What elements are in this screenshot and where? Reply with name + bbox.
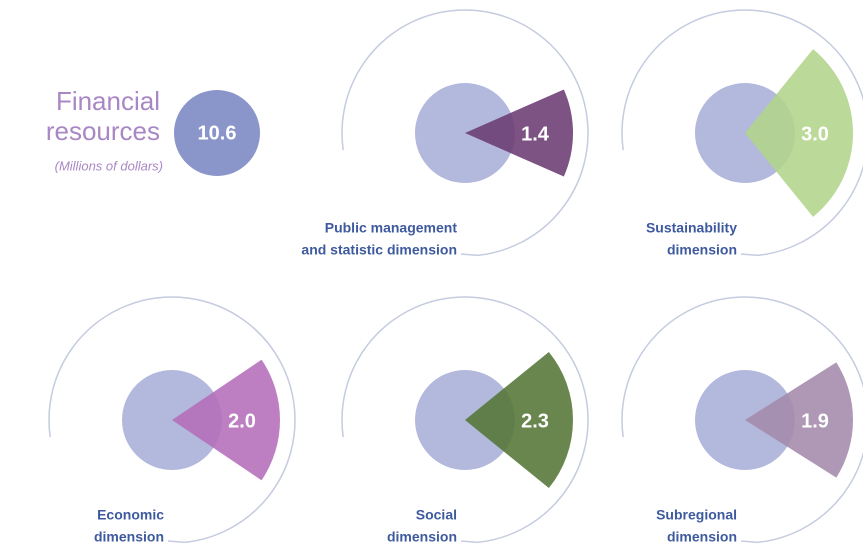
- chart-subtitle: (Millions of dollars): [55, 158, 163, 173]
- sector: [465, 351, 573, 489]
- value-label: 1.9: [801, 410, 829, 432]
- label-connector: [740, 253, 758, 257]
- value-label: 2.3: [521, 410, 549, 432]
- outer-arc: [621, 9, 863, 257]
- outer-arc: [341, 9, 589, 257]
- sector: [745, 362, 853, 478]
- outer-arc: [341, 296, 589, 544]
- sector: [172, 359, 281, 481]
- category-label: Social: [416, 507, 457, 523]
- sector: [465, 89, 573, 177]
- sector: [745, 49, 853, 217]
- label-connector: [167, 540, 185, 544]
- category-label: and statistic dimension: [301, 242, 457, 258]
- chart-title: Financial: [56, 86, 160, 116]
- label-connector: [740, 540, 758, 544]
- label-connector: [460, 540, 478, 544]
- chart-title: resources: [46, 116, 160, 146]
- total-label: 10.6: [198, 122, 237, 144]
- value-label: 1.4: [521, 123, 550, 145]
- outer-arc: [621, 296, 863, 544]
- category-label: dimension: [667, 529, 737, 545]
- category-label: Economic: [97, 507, 164, 523]
- outer-arc: [48, 296, 296, 544]
- value-label: 3.0: [801, 123, 829, 145]
- category-label: dimension: [94, 529, 164, 545]
- label-connector: [460, 253, 478, 257]
- category-label: Public management: [325, 220, 458, 236]
- total-circle: [174, 90, 260, 176]
- category-label: dimension: [387, 529, 457, 545]
- category-label: Subregional: [656, 507, 737, 523]
- category-label: dimension: [667, 242, 737, 258]
- value-label: 2.0: [228, 410, 256, 432]
- category-label: Sustainability: [646, 220, 737, 236]
